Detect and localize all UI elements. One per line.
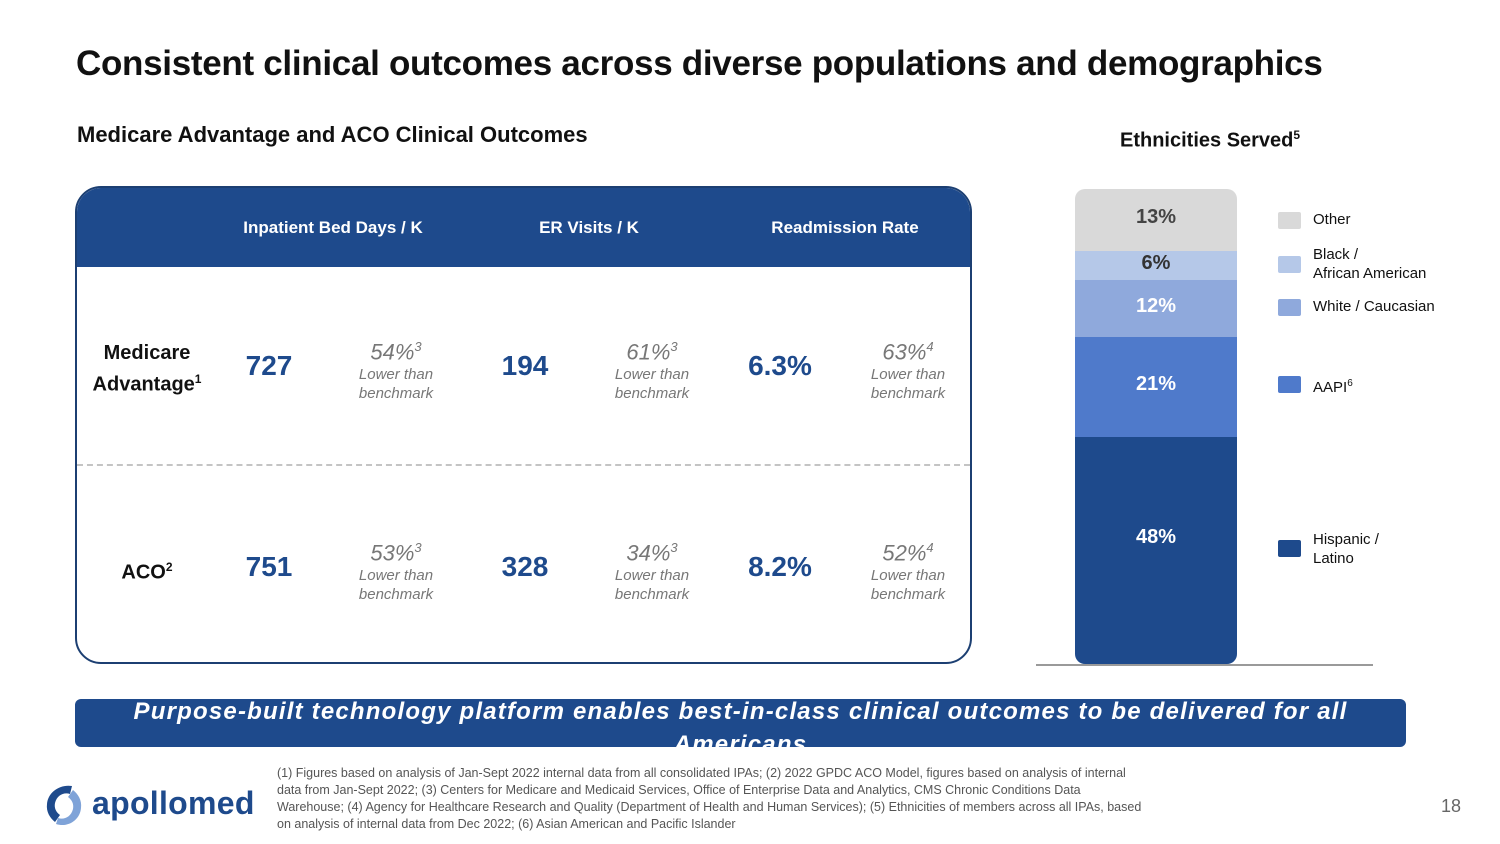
row-label-aco: ACO2 xyxy=(121,560,173,584)
segment-label: 6% xyxy=(1141,252,1171,274)
value-aco-er: 328 xyxy=(501,551,549,582)
legend-swatch xyxy=(1278,376,1301,393)
banner-text: Purpose-built technology platform enable… xyxy=(133,699,1348,747)
apollomed-logo-icon xyxy=(46,785,82,826)
row-label-medicare-advantage: Medicare Advantage1 xyxy=(92,342,202,396)
company-logo: apollomed xyxy=(42,780,272,828)
key-message-banner: Purpose-built technology platform enable… xyxy=(75,699,1406,747)
value-ma-readmission: 6.3% xyxy=(748,350,812,381)
legend-swatch xyxy=(1278,540,1301,557)
value-ma-er: 194 xyxy=(501,350,549,381)
footnotes: (1) Figures based on analysis of Jan-Sep… xyxy=(277,766,1142,831)
legend-swatch xyxy=(1278,299,1301,316)
stack-segment: 48% xyxy=(1075,437,1237,664)
stack-segment: 13% xyxy=(1075,189,1237,251)
section-subtitle: Medicare Advantage and ACO Clinical Outc… xyxy=(77,122,588,147)
row-divider xyxy=(77,464,970,466)
outcomes-table: Inpatient Bed Days / K ER Visits / K Rea… xyxy=(75,186,972,664)
logo-wordmark: apollomed xyxy=(92,785,255,821)
segment-label: 13% xyxy=(1135,206,1177,228)
legend-swatch xyxy=(1278,212,1301,229)
value-aco-readmission: 8.2% xyxy=(748,551,812,582)
chart-baseline xyxy=(1036,664,1373,666)
value-ma-inpatient: 727 xyxy=(245,350,293,381)
stack-segment: 12% xyxy=(1075,280,1237,337)
table-header: Inpatient Bed Days / K ER Visits / K Rea… xyxy=(77,188,970,267)
benchmark-aco-readmission: 52%4 Lower than benchmark xyxy=(870,540,946,604)
benchmark-aco-er: 34%3 Lower than benchmark xyxy=(614,540,690,604)
segment-label: 48% xyxy=(1135,526,1177,548)
benchmark-ma-er: 61%3 Lower than benchmark xyxy=(614,339,690,403)
benchmark-ma-inpatient: 54%3 Lower than benchmark xyxy=(358,339,434,403)
segment-label: 12% xyxy=(1135,295,1177,317)
benchmark-aco-inpatient: 53%3 Lower than benchmark xyxy=(358,540,434,604)
page-title: Consistent clinical outcomes across dive… xyxy=(76,44,1323,83)
benchmark-ma-readmission: 63%4 Lower than benchmark xyxy=(870,339,946,403)
value-aco-inpatient: 751 xyxy=(245,551,293,582)
ethnicity-chart-title: Ethnicities Served5 xyxy=(1120,128,1301,152)
column-header-readmission: Readmission Rate xyxy=(771,218,919,237)
segment-label: 21% xyxy=(1135,373,1177,395)
stack-segment: 6% xyxy=(1075,251,1237,280)
legend-swatch xyxy=(1278,256,1301,273)
ethnicity-stacked-bar: 13% 6% 12% 21% 48% xyxy=(1075,189,1237,664)
column-header-er-visits: ER Visits / K xyxy=(539,218,639,237)
column-header-inpatient: Inpatient Bed Days / K xyxy=(243,218,423,237)
page-number: 18 xyxy=(1441,796,1462,816)
stack-segment: 21% xyxy=(1075,337,1237,437)
